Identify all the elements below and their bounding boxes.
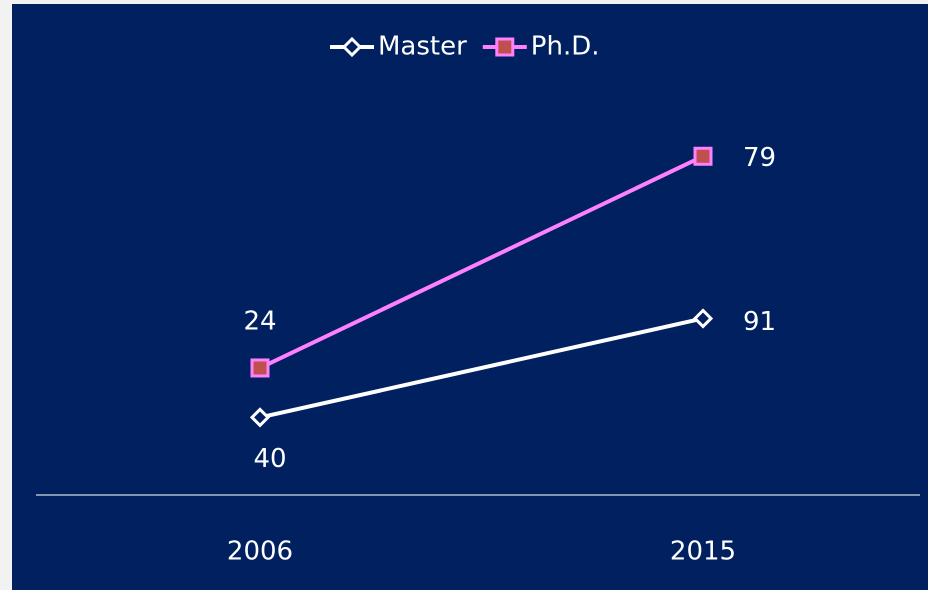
legend-label: Ph.D. <box>531 32 600 62</box>
series-line <box>259 316 704 420</box>
marker <box>249 407 271 428</box>
data-label: 91 <box>743 307 776 337</box>
series-line <box>259 154 704 370</box>
x-tick-label: 2006 <box>227 537 293 567</box>
data-label: 40 <box>253 444 286 474</box>
legend-marker <box>495 37 515 57</box>
legend-label: Master <box>378 32 467 62</box>
marker <box>693 146 713 166</box>
x-tick-label: 2015 <box>670 537 736 567</box>
chart-background <box>12 4 928 590</box>
data-label: 24 <box>243 306 276 336</box>
marker <box>692 308 714 329</box>
data-label: 79 <box>743 143 776 173</box>
legend-marker <box>341 36 363 58</box>
marker <box>250 358 270 378</box>
